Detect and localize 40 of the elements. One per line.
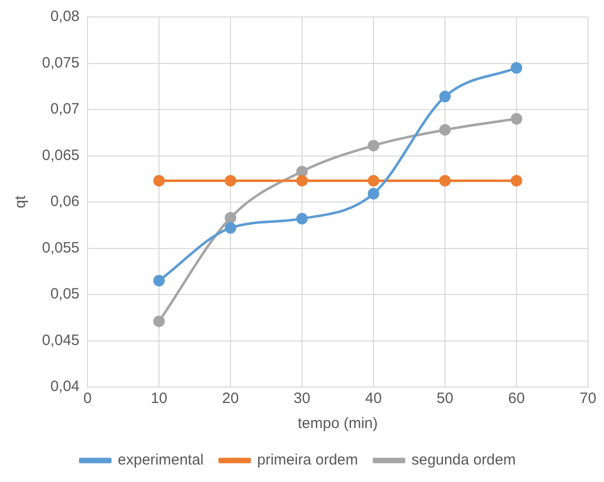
point	[439, 174, 451, 186]
point	[153, 174, 165, 186]
point	[296, 174, 308, 186]
x-tick-label: 20	[222, 390, 239, 408]
point	[439, 124, 451, 136]
point	[296, 166, 308, 178]
y-tick-label: 0,07	[50, 100, 80, 118]
y-tick-label: 0,04	[50, 378, 80, 396]
x-tick-label: 70	[580, 390, 596, 408]
y-tick-label: 0,045	[42, 332, 80, 349]
point	[224, 212, 236, 224]
y-tick-label: 0,055	[42, 239, 80, 256]
point	[224, 174, 236, 186]
y-axis-title: qt	[12, 194, 30, 208]
point	[368, 140, 380, 152]
point	[510, 174, 522, 186]
point	[439, 90, 451, 102]
x-tick-label: 60	[508, 390, 525, 408]
y-tick-label: 0,065	[42, 146, 80, 164]
point	[153, 316, 165, 328]
point	[368, 174, 380, 186]
legend-label: segunda ordem	[412, 452, 516, 469]
x-tick-label: 50	[436, 390, 454, 408]
x-tick-label: 10	[150, 390, 168, 408]
y-tick-label: 0,05	[50, 286, 80, 303]
x-tick-label: 40	[365, 390, 382, 408]
legend-label: experimental	[118, 452, 204, 469]
point	[296, 212, 308, 224]
y-tick-label: 0,075	[42, 54, 80, 72]
x-tick-label: 30	[294, 390, 310, 408]
x-tick-label: 0	[83, 390, 92, 408]
point	[510, 62, 522, 74]
point	[153, 274, 165, 286]
x-axis-title: tempo (min)	[298, 415, 378, 432]
legend-label: primeira ordem	[257, 452, 358, 469]
y-tick-label: 0,08	[50, 8, 80, 26]
point	[510, 113, 522, 124]
y-tick-label: 0,06	[50, 193, 80, 210]
point	[368, 188, 380, 200]
point	[224, 222, 236, 234]
